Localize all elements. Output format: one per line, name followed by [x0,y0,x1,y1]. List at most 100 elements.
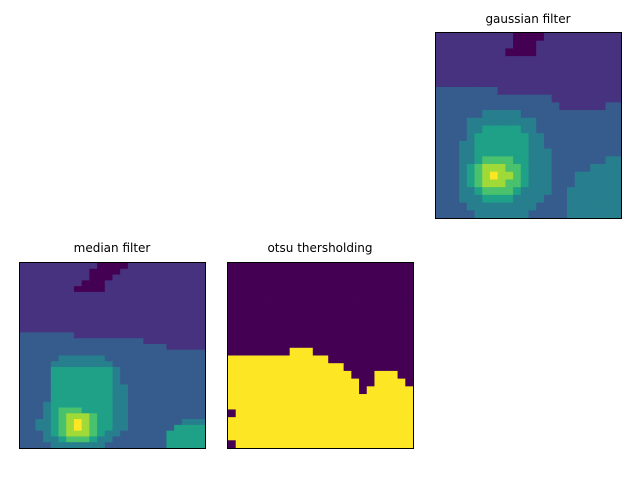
heatmap-cell [127,349,137,356]
heatmap-cell [474,63,483,72]
heatmap-cell [258,270,267,279]
heatmap-cell [374,278,383,287]
heatmap-cell [359,340,368,349]
heatmap-cell [66,361,75,368]
heatmap-cell [228,394,237,403]
heatmap-cell [459,86,468,96]
heatmap-cell [73,309,83,316]
heatmap-cell [50,286,59,293]
heatmap-cell [127,268,137,275]
heatmap-cell [374,316,383,326]
heatmap-cell [189,326,198,333]
heatmap-cell [135,378,144,385]
heatmap-cell [474,48,483,57]
heatmap-cell [567,179,576,188]
heatmap-cell [151,280,160,287]
heatmap-cell [166,413,175,420]
heatmap-cell [343,432,352,441]
heatmap-cell [389,309,398,318]
heatmap-cell [20,372,29,380]
heatmap-cell [567,133,576,142]
heatmap-cell [73,395,83,403]
heatmap-cell [81,401,90,408]
heatmap-cell [305,316,314,326]
heatmap-cell [66,355,75,362]
heatmap-cell [405,417,414,426]
heatmap-cell [50,326,59,333]
heatmap-cell [567,164,576,173]
heatmap-cell [235,316,244,326]
heatmap-cell [35,361,44,368]
heatmap-cell [89,395,98,403]
heatmap-cell [43,332,52,339]
heatmap-cell [482,171,491,180]
heatmap-cell [451,179,460,188]
heatmap-cell [305,347,314,356]
heatmap-cell [135,343,144,351]
heatmap-cell [474,56,483,65]
heatmap-cell [343,417,352,426]
heatmap-cell [459,33,468,42]
heatmap-cell [482,125,491,134]
heatmap-cell [251,293,260,302]
heatmap-cell [151,343,160,351]
heatmap-cell [143,349,152,356]
heatmap-cell [127,343,137,351]
heatmap-cell [351,340,360,349]
heatmap-cell [289,394,298,403]
heatmap-cell [174,274,183,281]
heatmap-cell [135,309,144,316]
heatmap-cell [112,303,121,310]
heatmap-cell [197,291,206,299]
heatmap-cell [474,171,483,180]
heatmap-cell [405,340,414,349]
heatmap-cell [266,293,275,302]
heatmap-cell [127,286,137,293]
heatmap-cell [143,419,152,426]
heatmap-cell [143,390,152,397]
heatmap-cell [497,71,506,80]
heatmap-cell [474,40,483,49]
heatmap-cell [359,286,368,295]
heatmap-cell [436,48,445,57]
heatmap-cell [35,401,44,408]
heatmap-cell [489,125,499,134]
heatmap-cell [127,263,137,270]
heatmap-cell [27,268,36,275]
heatmap-cell [559,164,568,173]
heatmap-cell [258,440,267,449]
heatmap-cell [567,194,576,203]
heatmap-cell [81,315,90,322]
heatmap-cell [382,432,391,441]
heatmap-cell [513,71,522,80]
heatmap-cell [243,324,252,333]
heatmap-cell [174,378,183,385]
heatmap-cell [174,343,183,351]
heatmap-cell [66,407,75,414]
heatmap-cell [158,442,167,449]
heatmap-cell [497,110,506,119]
heatmap-cell [135,436,144,443]
heatmap-cell [97,390,106,397]
heatmap-cell [559,171,568,180]
heatmap-cell [43,343,52,351]
heatmap-cell [281,401,291,410]
heatmap-cell [104,367,113,374]
heatmap-cell [66,343,75,351]
heatmap-cell [574,164,583,173]
heatmap-cell [397,409,406,418]
heatmap-cell [143,401,152,408]
heatmap-cell [312,286,321,295]
heatmap-cell [582,164,591,173]
heatmap-cell [582,48,591,57]
heatmap-cell [297,440,306,449]
heatmap-cell [35,378,44,385]
heatmap-cell [235,263,244,272]
heatmap-cell [43,395,52,403]
heatmap-cell [120,395,129,403]
heatmap-cell [127,442,137,449]
heatmap-cell [266,309,275,318]
heatmap-cell [127,274,137,281]
heatmap-cell [574,63,583,72]
heatmap-cell [58,401,67,408]
